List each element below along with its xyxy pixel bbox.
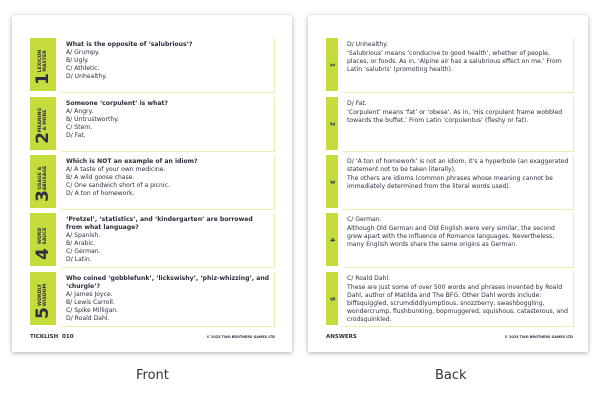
answer-number: 5 xyxy=(328,296,336,301)
answer-tab: 4 xyxy=(326,213,338,266)
question-text: Who coined ‘gobblefunk’, ‘lickswishy’, ‘… xyxy=(66,275,270,290)
answer-option: D/ Roald Dahl. xyxy=(66,314,110,322)
answer-option: C/ Stern. xyxy=(66,123,93,131)
answer-section: 4 C/ German. Although Old German and Old E… xyxy=(326,213,574,268)
answer-tab: 1 xyxy=(326,38,338,91)
answer-number: 2 xyxy=(328,121,336,126)
category-tab: LEXICON MASTER 1 xyxy=(30,38,56,91)
category-tab: USAGE & ABUSAGE 3 xyxy=(30,155,56,208)
question-text: Someone ‘corpulent’ is what? xyxy=(66,100,168,107)
answer-box: D/ Unhealthy. ‘Salubrious’ means ‘conduci… xyxy=(343,38,574,93)
answer-explanation: These are just some of over 500 words an… xyxy=(347,283,568,323)
front-card: LEXICON MASTER 1 What is the opposite of ‘… xyxy=(12,15,292,352)
answer-box: D/ Fat. ‘Corpulent’ means ‘fat’ or ‘obese… xyxy=(343,97,574,152)
question-section: WORD SAUCE 4 ‘Pretzel’, ‘statistics’, and … xyxy=(30,213,275,268)
answer-tab: 3 xyxy=(326,155,338,208)
answer-section: 5 C/ Roald Dahl. These are just some of ov… xyxy=(326,272,574,327)
front-caption: Front xyxy=(136,368,169,383)
category-tab: WORD SAUCE 4 xyxy=(30,213,56,266)
footer-title: TICKLISH 010 xyxy=(30,334,74,340)
answer-tab: 2 xyxy=(326,97,338,150)
answer-explanation: Although Old German and Old English were… xyxy=(347,224,555,248)
answer-section: 3 D/ ‘A ton of homework’ is not an idiom,… xyxy=(326,155,574,210)
question-number: 2 xyxy=(33,132,53,144)
answer-box: C/ Roald Dahl. These are just some of ove… xyxy=(343,272,574,327)
answer-number: 4 xyxy=(328,237,336,242)
question-box: What is the opposite of ‘salubrious’? A/ … xyxy=(62,38,275,93)
question-box: Which is NOT an example of an idiom? A/ A… xyxy=(62,155,275,210)
question-box: Who coined ‘gobblefunk’, ‘lickswishy’, ‘… xyxy=(62,272,275,327)
copyright: © 2025 TWO BROTHERS GAMES LTD xyxy=(206,335,275,339)
question-number: 3 xyxy=(33,190,53,202)
answer-explanation: The others are idioms (common phrases wh… xyxy=(347,174,553,190)
answer-text: D/ Fat. xyxy=(347,100,367,107)
answer-box: D/ ‘A ton of homework’ is not an idiom, … xyxy=(343,155,574,210)
question-box: Someone ‘corpulent’ is what? A/ Angry. B/ … xyxy=(62,97,275,152)
question-text: ‘Pretzel’, ‘statistics’, and ‘kindergart… xyxy=(66,216,253,231)
answer-option: C/ Athletic. xyxy=(66,64,100,72)
answer-explanation: ‘Salubrious’ means ‘conducive to good he… xyxy=(347,49,562,73)
question-section: WORDLY WISDOM 5 Who coined ‘gobblefunk’, ‘… xyxy=(30,272,275,327)
answer-text: C/ Roald Dahl. xyxy=(347,275,391,282)
question-box: ‘Pretzel’, ‘statistics’, and ‘kindergart… xyxy=(62,213,275,268)
answer-section: 2 D/ Fat. ‘Corpulent’ means ‘fat’ or ‘obes… xyxy=(326,97,574,152)
copyright: © 2025 TWO BROTHERS GAMES LTD xyxy=(504,335,573,339)
question-number: 4 xyxy=(33,248,53,260)
answer-option: B/ Ugly. xyxy=(66,56,89,64)
answer-option: C/ One sandwich short of a picnic. xyxy=(66,181,170,189)
footer-title: ANSWERS xyxy=(326,334,357,340)
answer-option: A/ James Joyce. xyxy=(66,290,113,298)
answer-number: 1 xyxy=(328,62,336,67)
answer-option: D/ Unhealthy. xyxy=(66,72,107,80)
answer-section: 1 D/ Unhealthy. ‘Salubrious’ means ‘conduc… xyxy=(326,38,574,93)
answer-option: A/ A taste of your own medicine. xyxy=(66,165,166,173)
question-section: USAGE & ABUSAGE 3 Which is NOT an example … xyxy=(30,155,275,210)
question-number: 5 xyxy=(33,307,53,319)
question-section: LEXICON MASTER 1 What is the opposite of ‘… xyxy=(30,38,275,93)
answer-number: 3 xyxy=(328,179,336,184)
question-number: 1 xyxy=(33,73,53,85)
answer-option: B/ Lewis Carroll. xyxy=(66,298,115,306)
answer-text: D/ Unhealthy. xyxy=(347,41,388,48)
answer-option: C/ German. xyxy=(66,247,101,255)
answer-option: A/ Grumpy. xyxy=(66,48,100,56)
category-tab: MEANING & MORE 2 xyxy=(30,97,56,150)
question-text: Which is NOT an example of an idiom? xyxy=(66,158,198,165)
category-tab: WORDLY WISDOM 5 xyxy=(30,272,56,325)
question-section: MEANING & MORE 2 Someone ‘corpulent’ is wh… xyxy=(30,97,275,152)
answer-option: A/ Angry. xyxy=(66,107,94,115)
answer-explanation: ‘Corpulent’ means ‘fat’ or ‘obese’. As i… xyxy=(347,108,563,124)
answer-text: D/ ‘A ton of homework’ is not an idiom, … xyxy=(347,158,569,173)
answer-option: B/ Untrustworthy. xyxy=(66,115,119,123)
answer-tab: 5 xyxy=(326,272,338,325)
answer-option: B/ A wild goose chase. xyxy=(66,173,135,181)
answer-box: C/ German. Although Old German and Old En… xyxy=(343,213,574,268)
answer-option: D/ Fat. xyxy=(66,131,86,139)
answer-option: B/ Arabic. xyxy=(66,239,96,247)
answer-option: D/ Latin. xyxy=(66,255,92,263)
back-card: 1 D/ Unhealthy. ‘Salubrious’ means ‘conduc… xyxy=(308,15,588,352)
question-text: What is the opposite of ‘salubrious’? xyxy=(66,41,193,48)
answer-option: D/ A ton of homework. xyxy=(66,189,135,197)
answer-text: C/ German. xyxy=(347,216,382,223)
answer-option: A/ Spanish. xyxy=(66,231,101,239)
answer-option: C/ Spike Milligan. xyxy=(66,306,119,314)
back-caption: Back xyxy=(435,368,467,383)
